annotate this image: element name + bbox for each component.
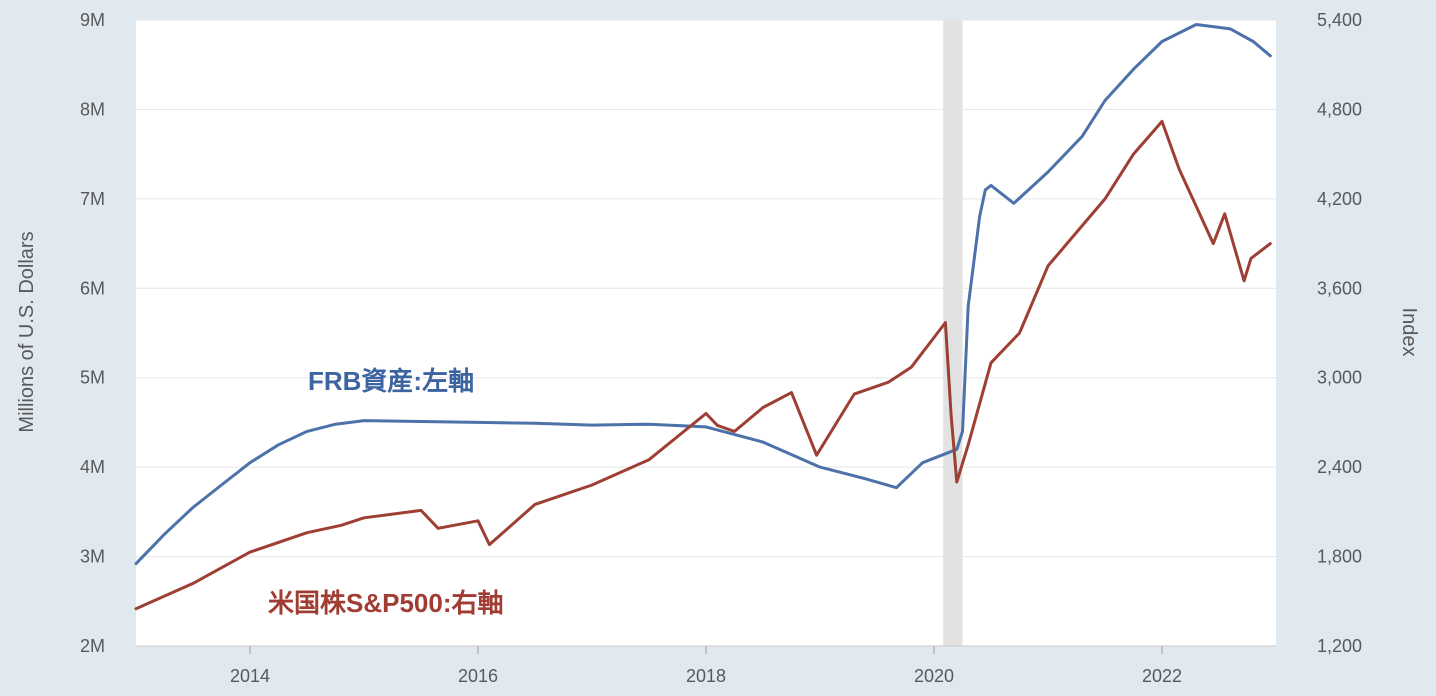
left-tick-label: 9M (80, 10, 105, 30)
x-tick-label: 2022 (1142, 666, 1182, 686)
tick-labels: 2M 1,200 3M 1,800 4M 2,400 5M 3,000 6M 3,600 7M 4,2… (80, 10, 1362, 686)
plot-area (136, 20, 1276, 646)
frb-assets-line (134, 23, 1272, 566)
right-tick-label: 4,800 (1317, 99, 1362, 119)
x-tick-label: 2014 (230, 666, 270, 686)
x-tick-label: 2018 (686, 666, 726, 686)
right-tick-label: 1,800 (1317, 547, 1362, 567)
right-tick-label: 4,200 (1317, 189, 1362, 209)
series-lines (134, 23, 1272, 611)
left-axis-title: Millions of U.S. Dollars (16, 231, 38, 432)
x-tick-label: 2016 (458, 666, 498, 686)
left-tick-label: 5M (80, 368, 105, 388)
left-tick-label: 7M (80, 189, 105, 209)
sp500-line (134, 119, 1272, 611)
right-tick-label: 2,400 (1317, 457, 1362, 477)
left-tick-label: 8M (80, 99, 105, 119)
right-tick-label: 3,000 (1317, 368, 1362, 388)
sp500-annotation: 米国株S&P500:右軸 (268, 588, 504, 618)
frb-assets-annotation: FRB資産:左軸 (308, 366, 474, 396)
right-tick-label: 3,600 (1317, 278, 1362, 298)
right-tick-label: 1,200 (1317, 636, 1362, 656)
left-tick-label: 6M (80, 278, 105, 298)
recession-band (943, 20, 963, 646)
x-tick-label: 2020 (914, 666, 954, 686)
right-tick-label: 5,400 (1317, 10, 1362, 30)
left-tick-label: 2M (80, 636, 105, 656)
right-axis-title: Index (1398, 308, 1420, 357)
left-tick-label: 3M (80, 547, 105, 567)
left-tick-label: 4M (80, 457, 105, 477)
